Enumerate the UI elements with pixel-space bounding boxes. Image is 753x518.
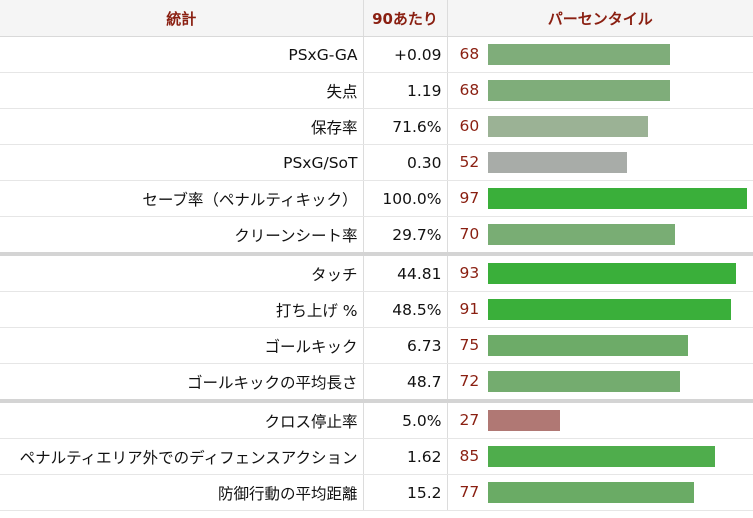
- percentile-cell: 72: [447, 363, 753, 402]
- percentile-bar: [487, 116, 648, 137]
- table-row: ゴールキック 6.73 75: [0, 327, 753, 364]
- table-row: PSxG/SoT 0.30 52: [0, 144, 753, 181]
- percentile-bar: [487, 44, 670, 65]
- header-per90[interactable]: 90あたり: [363, 0, 448, 37]
- percentile-number: 75: [459, 336, 480, 354]
- per90-value: 1.19: [363, 72, 448, 109]
- table-row: ゴールキックの平均長さ 48.7 72: [0, 363, 753, 402]
- percentile-number: 97: [459, 189, 480, 207]
- table-row: 打ち上げ % 48.5% 91: [0, 291, 753, 328]
- stat-name: 失点: [0, 72, 364, 109]
- stat-name: 防御行動の平均距離: [0, 474, 364, 511]
- percentile-number: 72: [459, 372, 480, 390]
- per90-value: 48.5%: [363, 291, 448, 328]
- per90-value: 0.30: [363, 144, 448, 181]
- table-row: 保存率 71.6% 60: [0, 108, 753, 145]
- percentile-cell: 85: [447, 438, 753, 475]
- percentile-bar: [487, 371, 680, 392]
- percentile-number: 68: [459, 45, 480, 63]
- percentile-bar: [487, 299, 731, 320]
- table-row: タッチ 44.81 93: [0, 252, 753, 292]
- percentile-bar: [487, 80, 670, 101]
- percentile-number: 52: [459, 153, 480, 171]
- percentile-cell: 70: [447, 216, 753, 255]
- percentile-bar: [487, 152, 627, 173]
- percentile-bar: [487, 410, 560, 431]
- stat-name: PSxG/SoT: [0, 144, 364, 181]
- percentile-number: 85: [459, 447, 480, 465]
- per90-value: 15.2: [363, 474, 448, 511]
- stat-name: 保存率: [0, 108, 364, 145]
- table-row: セーブ率（ペナルティキック） 100.0% 97: [0, 180, 753, 217]
- percentile-number: 93: [459, 264, 480, 282]
- per90-value: 71.6%: [363, 108, 448, 145]
- percentile-cell: 97: [447, 180, 753, 217]
- percentile-cell: 27: [447, 399, 753, 439]
- percentile-number: 91: [459, 300, 480, 318]
- percentile-bar: [487, 446, 715, 467]
- table-row: 失点 1.19 68: [0, 72, 753, 109]
- table-header-row: 統計 90あたり パーセンタイル: [0, 0, 753, 37]
- per90-value: 100.0%: [363, 180, 448, 217]
- header-stat[interactable]: 統計: [0, 0, 364, 37]
- stat-name: クロス停止率: [0, 399, 364, 439]
- stat-name: タッチ: [0, 252, 364, 292]
- percentile-cell: 77: [447, 474, 753, 511]
- table-row: クロス停止率 5.0% 27: [0, 399, 753, 439]
- table-row: 防御行動の平均距離 15.2 77: [0, 474, 753, 511]
- table-row: ペナルティエリア外でのディフェンスアクション 1.62 85: [0, 438, 753, 475]
- percentile-cell: 52: [447, 144, 753, 181]
- per90-value: +0.09: [363, 36, 448, 73]
- percentile-cell: 68: [447, 72, 753, 109]
- stat-name: クリーンシート率: [0, 216, 364, 255]
- percentile-bar: [487, 224, 675, 245]
- percentile-cell: 75: [447, 327, 753, 364]
- percentile-bar: [487, 335, 688, 356]
- percentile-cell: 60: [447, 108, 753, 145]
- stat-name: PSxG-GA: [0, 36, 364, 73]
- per90-value: 48.7: [363, 363, 448, 402]
- percentile-cell: 68: [447, 36, 753, 73]
- percentile-bar: [487, 188, 747, 209]
- stat-name: ペナルティエリア外でのディフェンスアクション: [0, 438, 364, 475]
- percentile-number: 70: [459, 225, 480, 243]
- per90-value: 1.62: [363, 438, 448, 475]
- percentile-cell: 91: [447, 291, 753, 328]
- percentile-cell: 93: [447, 252, 753, 292]
- percentile-number: 68: [459, 81, 480, 99]
- per90-value: 6.73: [363, 327, 448, 364]
- per90-value: 5.0%: [363, 399, 448, 439]
- percentile-number: 60: [459, 117, 480, 135]
- header-percentile[interactable]: パーセンタイル: [447, 0, 753, 37]
- percentile-bar: [487, 263, 736, 284]
- stat-name: ゴールキック: [0, 327, 364, 364]
- percentile-number: 27: [459, 411, 480, 429]
- per90-value: 29.7%: [363, 216, 448, 255]
- percentile-number: 77: [459, 483, 480, 501]
- table-row: PSxG-GA +0.09 68: [0, 36, 753, 73]
- stat-name: ゴールキックの平均長さ: [0, 363, 364, 402]
- stat-name: 打ち上げ %: [0, 291, 364, 328]
- percentile-bar: [487, 482, 694, 503]
- table-body: PSxG-GA +0.09 68 失点 1.19 68 保存率 71.6% 60 PSxG/SoT…: [0, 36, 753, 511]
- stat-name: セーブ率（ペナルティキック）: [0, 180, 364, 217]
- per90-value: 44.81: [363, 252, 448, 292]
- table-row: クリーンシート率 29.7% 70: [0, 216, 753, 255]
